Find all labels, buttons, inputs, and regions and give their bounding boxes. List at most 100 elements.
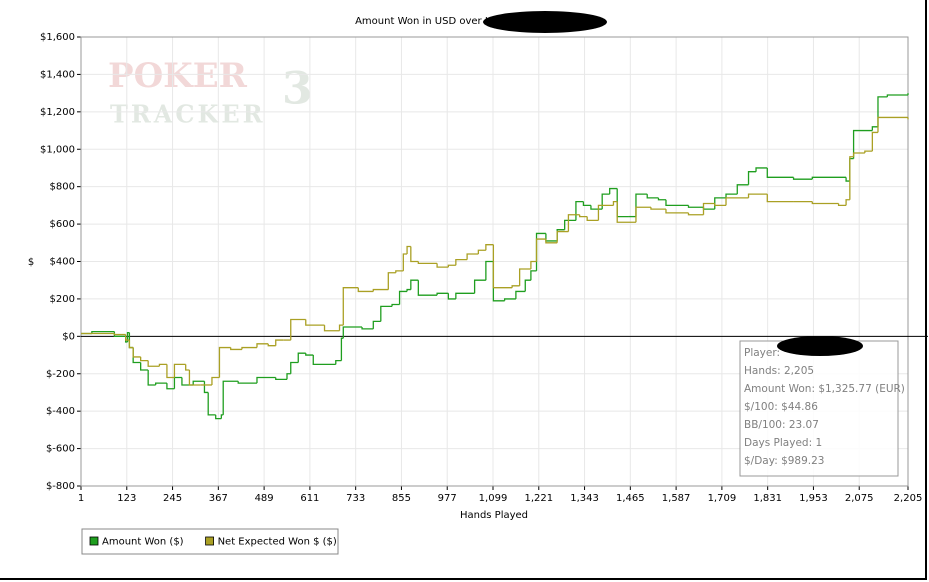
step-segment: [286, 373, 291, 380]
info-line: BB/100: 23.07: [744, 419, 819, 431]
step-segment: [207, 392, 216, 416]
step-segment: [275, 339, 284, 346]
step-segment: [338, 324, 344, 331]
step-segment: [447, 264, 456, 268]
redaction: [777, 336, 863, 356]
step-segment: [140, 356, 149, 362]
y-tick-label: $-200: [46, 369, 75, 380]
legend: Amount Won ($) Net Expected Won $ ($): [81, 528, 339, 555]
step-segment: [485, 244, 494, 251]
step-segment: [845, 199, 850, 206]
legend-label: Amount Won ($): [102, 537, 184, 548]
step-segment: [871, 126, 878, 131]
x-tick-label: 1,343: [570, 493, 599, 504]
x-axis-label: Hands Played: [460, 510, 528, 521]
step-segment: [140, 362, 149, 371]
step-segment: [582, 201, 591, 207]
info-box-frame: [739, 340, 899, 477]
step-segment: [511, 285, 520, 288]
step-segment: [473, 279, 486, 294]
step-segment: [267, 343, 276, 347]
step-segment: [402, 253, 408, 271]
step-segment: [290, 318, 306, 341]
step-segment: [518, 268, 531, 286]
x-tick-label: 245: [163, 493, 182, 504]
x-tick-label: 1: [78, 493, 84, 504]
step-segment: [665, 199, 689, 207]
step-segment: [736, 184, 749, 195]
step-segment: [132, 347, 141, 358]
step-segment: [335, 360, 342, 365]
step-segment: [297, 352, 306, 363]
step-segment: [492, 244, 513, 289]
y-tick-label: $1,600: [40, 32, 75, 43]
step-segment: [864, 150, 873, 153]
legend-swatch: [205, 536, 214, 546]
step-segment: [128, 340, 134, 349]
x-tick-label: 855: [392, 493, 411, 504]
step-segment: [417, 280, 438, 296]
step-segment: [837, 203, 847, 207]
y-tick-label: $1,000: [40, 144, 75, 155]
step-segment: [230, 347, 242, 351]
step-segment: [755, 167, 768, 172]
step-segment: [447, 293, 456, 300]
step-segment: [849, 156, 854, 200]
step-segment: [215, 414, 222, 420]
step-segment: [466, 253, 479, 260]
x-tick-label: 977: [438, 493, 457, 504]
step-segment: [436, 263, 449, 268]
step-segment: [372, 288, 389, 292]
step-segment: [845, 177, 850, 182]
step-segment: [852, 129, 873, 159]
step-segment: [357, 287, 374, 293]
step-segment: [811, 176, 847, 180]
step-segment: [312, 355, 336, 366]
step-segment: [391, 303, 400, 307]
step-segment: [125, 334, 130, 341]
legend-label: Net Expected Won $ ($): [218, 537, 337, 548]
step-segment: [601, 193, 610, 210]
step-segment: [398, 290, 408, 305]
x-tick-label: 1,953: [799, 493, 828, 504]
step-segment: [185, 364, 190, 371]
step-segment: [556, 230, 569, 243]
step-segment: [241, 346, 257, 350]
y-tick-label: $1,200: [40, 107, 75, 118]
x-tick-label: 2,205: [894, 493, 923, 504]
step-segment: [222, 380, 239, 415]
step-segment: [657, 197, 666, 201]
step-segment: [256, 376, 276, 384]
step-segment: [515, 290, 526, 299]
step-segment: [567, 214, 580, 232]
step-segment: [886, 94, 908, 97]
step-segment: [535, 238, 546, 262]
step-segment: [455, 258, 468, 266]
step-segment: [218, 346, 231, 378]
step-segment: [485, 260, 494, 281]
x-tick-label: 611: [300, 493, 319, 504]
step-segment: [256, 343, 269, 348]
chart-title: Amount Won in USD over Hands Played: [355, 16, 553, 27]
y-tick-label: $1,400: [40, 69, 75, 80]
y-tick-label: $400: [50, 257, 75, 268]
step-segment: [564, 219, 576, 230]
info-line: $/100: $44.86: [744, 401, 818, 413]
step-segment: [609, 187, 618, 195]
step-segment: [714, 203, 727, 207]
y-tick-label: $-800: [46, 481, 75, 492]
step-segment: [687, 212, 704, 216]
step-segment: [725, 197, 749, 206]
y-tick-label: $800: [50, 182, 75, 193]
watermark: POKER TRACKER 3: [108, 56, 313, 129]
step-segment: [436, 292, 449, 296]
step-segment: [545, 239, 558, 244]
step-segment: [166, 383, 175, 390]
step-segment: [766, 167, 794, 178]
step-segment: [147, 370, 156, 386]
x-tick-label: 733: [346, 493, 365, 504]
step-segment: [342, 287, 359, 326]
step-segment: [410, 279, 419, 290]
step-segment: [646, 194, 659, 199]
